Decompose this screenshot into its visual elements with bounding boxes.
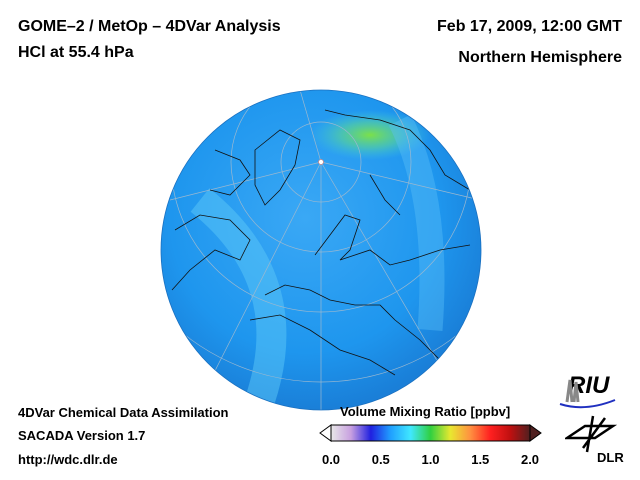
- date-label: Feb 17, 2009, 12:00 GMT: [437, 18, 622, 35]
- colorbar-tick-label: 0.0: [321, 452, 341, 467]
- title-line2: HCl at 55.4 hPa: [18, 44, 134, 61]
- footer-line2: SACADA Version 1.7: [18, 428, 146, 443]
- colorbar-over-arrow: [529, 424, 542, 442]
- colorbar: [319, 424, 542, 442]
- hcl-maximum: [310, 110, 430, 160]
- colorbar-tick-label: 0.5: [371, 452, 390, 467]
- colorbar-gradient: [330, 424, 531, 442]
- colorbar-tick-label: 1.5: [471, 452, 490, 467]
- coastlines: [171, 109, 471, 376]
- hcl-band: [388, 114, 445, 331]
- riu-logo-graphic: [559, 379, 616, 409]
- colorbar-tick-label: 1.0: [421, 452, 440, 467]
- globe-features: [161, 90, 481, 410]
- globe-outline: [160, 89, 482, 411]
- colorbar-title: Volume Mixing Ratio [ppbv]: [340, 404, 511, 419]
- colorbar-under-arrow: [319, 424, 332, 442]
- north-pole-marker: [318, 159, 324, 165]
- region-label: Northern Hemisphere: [458, 49, 622, 66]
- dlr-logo-icon: [565, 415, 618, 453]
- dlr-logo-text: DLR: [597, 450, 624, 465]
- hcl-band: [190, 188, 287, 405]
- colorbar-tick-label: 2.0: [520, 452, 540, 467]
- footer-line1: 4DVar Chemical Data Assimilation: [18, 405, 229, 420]
- footer-link[interactable]: http://wdc.dlr.de: [18, 452, 118, 467]
- title-line1: GOME–2 / MetOp – 4DVar Analysis: [18, 18, 281, 35]
